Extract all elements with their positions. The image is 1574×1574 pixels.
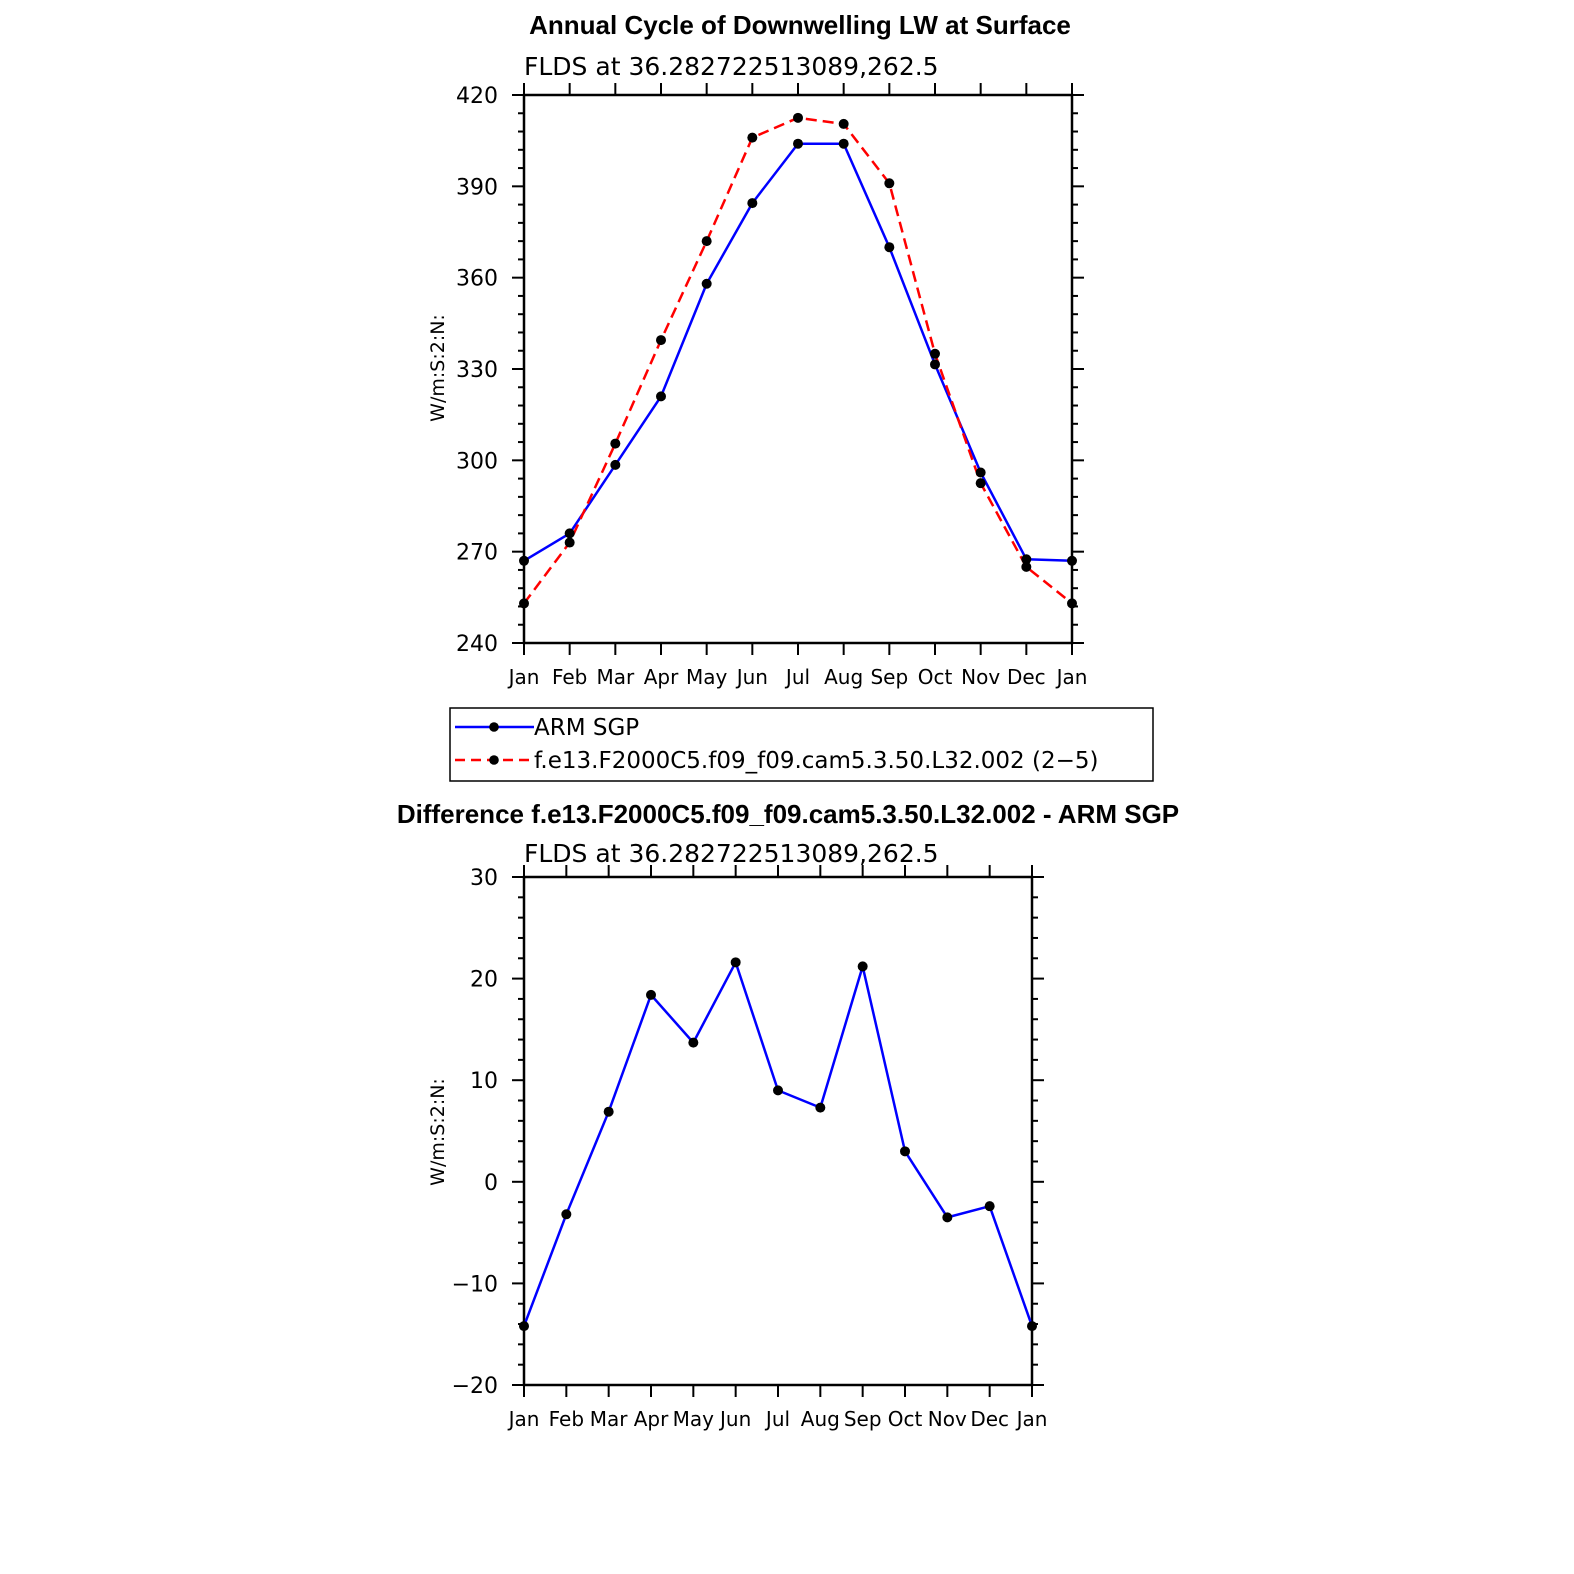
chart1-series-1-point — [701, 236, 712, 247]
chart1-series-1-point — [519, 598, 529, 609]
chart2-title: Difference f.e13.F2000C5.f09_f09.cam5.3.… — [397, 799, 1179, 829]
chart1-legend: ARM SGP f.e13.F2000C5.f09_f09.cam5.3.50.… — [449, 707, 1154, 782]
legend-box — [449, 707, 1154, 782]
chart1-ytick-label: 240 — [456, 632, 498, 657]
legend-marker-model — [489, 755, 499, 765]
chart2-xtick-label: May — [673, 1407, 715, 1431]
chart2-ytick-label: −10 — [452, 1272, 498, 1297]
chart2-ytick-label: 0 — [484, 1171, 498, 1196]
chart1-series-1-point — [610, 438, 621, 449]
chart2-xtick-label: Sep — [844, 1407, 882, 1431]
chart2-xtick-label: Feb — [549, 1407, 584, 1431]
chart1-xtick-label: Feb — [552, 665, 587, 689]
chart1-xtick-label: Jan — [507, 665, 540, 689]
chart1-series-1-point — [975, 478, 986, 489]
chart2-xtick-label: Dec — [970, 1407, 1009, 1431]
chart1-series-0-point — [930, 359, 940, 370]
chart1-xtick-label: Jun — [735, 665, 768, 689]
chart2-xtick-label: Jun — [718, 1407, 751, 1431]
chart2-series-0-point — [603, 1106, 614, 1117]
chart1-series-0-point — [701, 278, 712, 289]
chart2-series-0-point — [1027, 1321, 1037, 1332]
chart1-ytick-label: 390 — [456, 175, 498, 200]
chart1-title: Annual Cycle of Downwelling LW at Surfac… — [529, 10, 1071, 40]
chart2-plot: −20 −10 0 10 20 30 Jan Feb Mar Apr May Jun Jul Aug Sep… — [452, 865, 1048, 1431]
chart1-series-1-point — [930, 348, 940, 359]
chart1-xtick-label: Dec — [1007, 665, 1046, 689]
chart1-ytick-label: 300 — [456, 449, 498, 474]
chart2-ytick-label: 10 — [470, 1069, 498, 1094]
chart2-ytick-label: 30 — [470, 866, 498, 891]
chart1-series-1-point — [747, 132, 758, 143]
chart1-series-0-point — [838, 138, 849, 149]
chart1-series-0-point — [564, 528, 575, 539]
chart1-ytick-label: 360 — [456, 267, 498, 292]
chart2-xtick-label: Jan — [507, 1407, 540, 1431]
chart1-ylabel: W/m:S:2:N: — [427, 314, 449, 422]
chart2-series-0-point — [900, 1146, 910, 1157]
chart2-xtick-label: Oct — [888, 1407, 923, 1431]
chart2-xtick-label: Nov — [928, 1407, 967, 1431]
chart2-series-0-point — [561, 1209, 572, 1220]
chart1-series-0-point — [793, 138, 803, 149]
chart1-series-0-point — [747, 198, 758, 209]
legend-entry-model: f.e13.F2000C5.f09_f09.cam5.3.50.L32.002 … — [455, 748, 1098, 774]
chart2-xtick-label: Jan — [1015, 1407, 1048, 1431]
chart1-series-0-point — [884, 242, 895, 253]
chart2-subtitle: FLDS at 36.282722513089,262.5 — [524, 839, 939, 868]
chart2-ytick-label: −20 — [452, 1374, 498, 1399]
chart2-series-0-line — [522, 961, 1034, 1327]
chart2-series-0-point — [519, 1321, 529, 1332]
chart1-series-0-point — [519, 555, 529, 566]
chart1-plot: 240 270 300 330 360 390 420 Jan Feb Mar Apr May Jun J… — [456, 83, 1087, 689]
chart1-series-1-point — [793, 112, 803, 123]
chart2-xtick-label: Mar — [590, 1407, 629, 1431]
chart2-series-0-point — [730, 957, 741, 968]
chart2-xtick-label: Apr — [634, 1407, 669, 1431]
chart1-xtick-label: Oct — [918, 665, 953, 689]
chart1-frame — [522, 93, 1074, 645]
chart1-xtick-label: Nov — [961, 665, 1000, 689]
legend-entry-arm-sgp: ARM SGP — [455, 715, 639, 741]
chart2-ytick-label: 20 — [470, 968, 498, 993]
chart1-series-1-point — [1021, 561, 1032, 572]
legend-label-arm-sgp: ARM SGP — [534, 715, 639, 741]
chart1-series-1-point — [838, 118, 849, 129]
chart1-xtick-label: Aug — [824, 665, 863, 689]
chart1-xtick-label: Apr — [644, 665, 679, 689]
legend-label-model: f.e13.F2000C5.f09_f09.cam5.3.50.L32.002 … — [534, 748, 1098, 774]
chart2-series-0-point — [815, 1102, 826, 1113]
chart2-xtick-label: Jul — [764, 1407, 790, 1431]
chart2-series-0-point — [646, 989, 656, 1000]
chart2-ylabel: W/m:S:2:N: — [427, 1078, 449, 1186]
chart2-series-0-point — [773, 1085, 783, 1096]
chart1-series-0-point — [975, 467, 986, 478]
chart1-xtick-label: Mar — [596, 665, 635, 689]
chart1-xtick-label: May — [686, 665, 728, 689]
chart1-series-0-point — [610, 459, 621, 470]
chart2-series-0-point — [942, 1212, 953, 1223]
chart1-ytick-label: 330 — [456, 358, 498, 383]
chart1-ytick-label: 420 — [456, 84, 498, 109]
chart1-series-0-point — [1067, 555, 1077, 566]
chart2-series-0-point — [857, 961, 868, 972]
chart1-series-1-point — [884, 178, 895, 189]
chart2-series-0-point — [688, 1037, 699, 1048]
chart1-xtick-label: Jan — [1055, 665, 1088, 689]
chart2-series-0-point — [984, 1201, 995, 1212]
chart1-series-1-line — [523, 116, 1073, 605]
chart1-series-1-point — [656, 335, 666, 346]
chart1-series-0-point — [656, 391, 666, 402]
chart1-series-0-point — [1021, 554, 1032, 565]
chart1-subtitle: FLDS at 36.282722513089,262.5 — [524, 52, 939, 81]
legend-marker-arm-sgp — [489, 722, 499, 732]
chart2-xtick-label: Aug — [801, 1407, 840, 1431]
chart1-ytick-label: 270 — [456, 541, 498, 566]
chart1-xtick-label: Jul — [784, 665, 810, 689]
chart1-xtick-label: Sep — [870, 665, 908, 689]
chart1-series-1-point — [1067, 598, 1077, 609]
chart1-series-1-point — [564, 537, 575, 548]
